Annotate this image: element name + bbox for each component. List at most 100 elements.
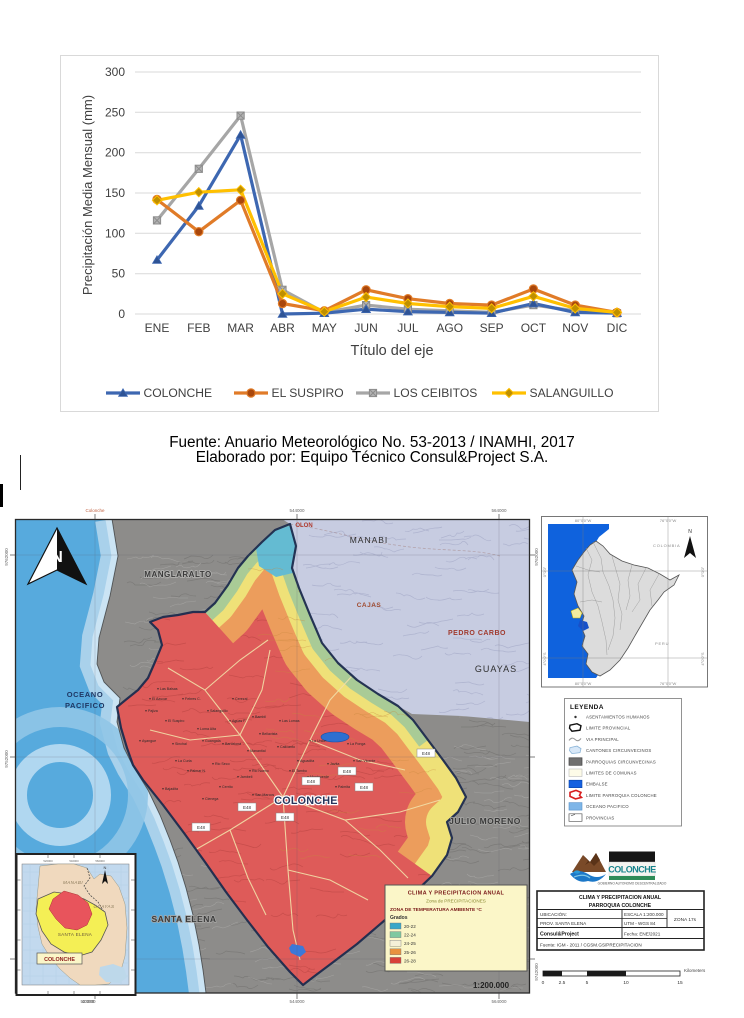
svg-text:CANTONES CIRCUNVECINOS: CANTONES CIRCUNVECINOS [586,748,651,753]
svg-text:20-22: 20-22 [404,924,416,929]
svg-text:MANABI: MANABI [350,535,389,545]
svg-text:SANTA ELENA: SANTA ELENA [58,932,93,937]
svg-text:4°0'0"S: 4°0'0"S [700,652,705,665]
svg-text:Las Balsas: Las Balsas [160,687,178,691]
svg-text:Precipitación Media Mensual (m: Precipitación Media Mensual (mm) [80,95,95,295]
svg-text:OCEANO PACIFICO: OCEANO PACIFICO [586,804,629,809]
svg-text:2.5: 2.5 [559,980,566,986]
svg-text:0°0'0": 0°0'0" [542,566,547,577]
svg-text:Barcelona: Barcelona [225,742,241,746]
svg-text:ENE: ENE [145,321,170,335]
svg-text:Bambil: Bambil [255,715,266,719]
svg-text:Bajadita: Bajadita [165,787,178,791]
svg-text:564000: 564000 [491,999,507,1004]
svg-text:0°0'0": 0°0'0" [700,566,705,577]
svg-text:PERU: PERU [655,641,669,646]
svg-text:520000: 520000 [43,859,53,863]
svg-text:MAY: MAY [312,321,337,335]
svg-text:Guangala: Guangala [205,739,221,743]
svg-text:COLONCHE: COLONCHE [44,957,75,963]
svg-text:Fuente: IGM - 2011 / CGSM.GS/P: Fuente: IGM - 2011 / CGSM.GS/PRECIPITACI… [540,943,642,948]
svg-text:Las Lomas: Las Lomas [282,719,300,723]
svg-text:GUAYAS: GUAYAS [94,904,115,909]
svg-text:80°0'0"W: 80°0'0"W [575,518,592,523]
svg-text:FEB: FEB [187,321,210,335]
svg-text:La Curia: La Curia [178,759,192,763]
svg-text:MANABI: MANABI [63,880,83,885]
svg-text:100: 100 [105,226,125,240]
svg-text:SEP: SEP [480,321,504,335]
svg-text:Kilometers: Kilometers [684,968,706,973]
svg-text:Loma Alta: Loma Alta [200,727,216,731]
svg-text:9762000: 9762000 [4,548,9,566]
svg-text:Palmar N.: Palmar N. [190,769,206,773]
svg-text:E48: E48 [360,785,369,790]
svg-text:22-24: 22-24 [404,933,416,938]
svg-text:CLIMA Y PRECIPITACION ANUAL: CLIMA Y PRECIPITACION ANUAL [408,891,505,897]
svg-text:Febres C.: Febres C. [185,697,201,701]
svg-text:COLONCHE: COLONCHE [274,795,337,807]
svg-text:Salanguillo: Salanguillo [210,709,228,713]
svg-text:200: 200 [105,146,125,160]
svg-text:LIMITES DE COMUNAS: LIMITES DE COMUNAS [586,771,637,776]
svg-text:LIMITE PROVINCIAL: LIMITE PROVINCIAL [586,726,631,731]
svg-text:Rio Seco: Rio Seco [215,762,230,766]
svg-text:9752000: 9752000 [4,750,9,768]
svg-text:UTM - WGS 84: UTM - WGS 84 [624,921,656,926]
svg-text:UBICACIÓN:: UBICACIÓN: [540,911,567,917]
svg-text:AGO: AGO [436,321,463,335]
svg-text:544000: 544000 [289,508,305,513]
svg-text:10: 10 [623,980,629,986]
svg-text:LEYENDA: LEYENDA [570,704,604,711]
svg-text:EMBALSE: EMBALSE [586,782,608,787]
svg-text:OCEANO: OCEANO [67,690,104,699]
svg-text:LIMITE PARROQUIA COLONCHE: LIMITE PARROQUIA COLONCHE [586,793,657,798]
svg-text:250: 250 [105,105,125,119]
svg-text:Bellavista: Bellavista [262,732,277,736]
svg-text:300: 300 [105,65,125,79]
svg-text:Palmita: Palmita [338,785,350,789]
svg-text:524000: 524000 [80,999,96,1004]
svg-text:564000: 564000 [491,508,507,513]
svg-text:La Ponga: La Ponga [350,742,365,746]
svg-text:PEDRO CARBO: PEDRO CARBO [448,630,506,637]
svg-text:544000: 544000 [289,999,305,1004]
svg-text:25-26: 25-26 [404,950,416,955]
svg-text:ASENTAMIENTOS HUMANOS: ASENTAMIENTOS HUMANOS [586,715,650,720]
svg-text:San Marcos: San Marcos [255,793,274,797]
svg-text:E48: E48 [281,815,290,820]
svg-text:ZONA DE TEMPERATURA AMBIENTE °: ZONA DE TEMPERATURA AMBIENTE °C [390,907,482,913]
svg-text:150: 150 [105,186,125,200]
svg-text:Javita: Javita [330,762,339,766]
svg-text:E48: E48 [197,825,206,830]
svg-text:26-28: 26-28 [404,958,416,963]
svg-text:Cerrito: Cerrito [222,785,233,789]
svg-text:0: 0 [542,980,545,986]
svg-text:Colonche: Colonche [85,508,105,513]
svg-text:Rio Nuevo: Rio Nuevo [252,769,269,773]
svg-text:ESCALA 1:200.000: ESCALA 1:200.000 [624,912,664,917]
svg-text:24-25: 24-25 [404,941,416,946]
svg-text:Título del eje: Título del eje [350,343,433,359]
svg-text:La Union: La Union [312,739,326,743]
svg-text:40000: 40000 [82,999,95,1004]
svg-text:1:200.000: 1:200.000 [473,981,510,990]
svg-text:COLONCHE: COLONCHE [144,386,213,400]
svg-text:Manantial: Manantial [250,749,266,753]
svg-text:OLON: OLON [295,523,312,529]
svg-text:ABR: ABR [270,321,295,335]
svg-text:Cerezal: Cerezal [235,697,248,701]
svg-text:ZONA 17s: ZONA 17s [674,917,697,923]
svg-text:5: 5 [586,980,589,986]
svg-text:Fecha: ENE/2021: Fecha: ENE/2021 [624,932,661,937]
svg-text:Calicanto: Calicanto [280,745,295,749]
svg-text:PROVINCIAS: PROVINCIAS [586,815,615,820]
svg-text:Jambeli: Jambeli [240,775,253,779]
svg-text:SANTA ELENA: SANTA ELENA [152,914,217,924]
svg-text:E48: E48 [422,751,431,756]
svg-text:Ayangue: Ayangue [142,739,156,743]
svg-text:JULIO MORENO: JULIO MORENO [449,816,521,826]
svg-text:Sinchal: Sinchal [175,742,187,746]
svg-text:SALANGUILLO: SALANGUILLO [530,386,614,400]
svg-text:76°0'0"W: 76°0'0"W [660,518,677,523]
